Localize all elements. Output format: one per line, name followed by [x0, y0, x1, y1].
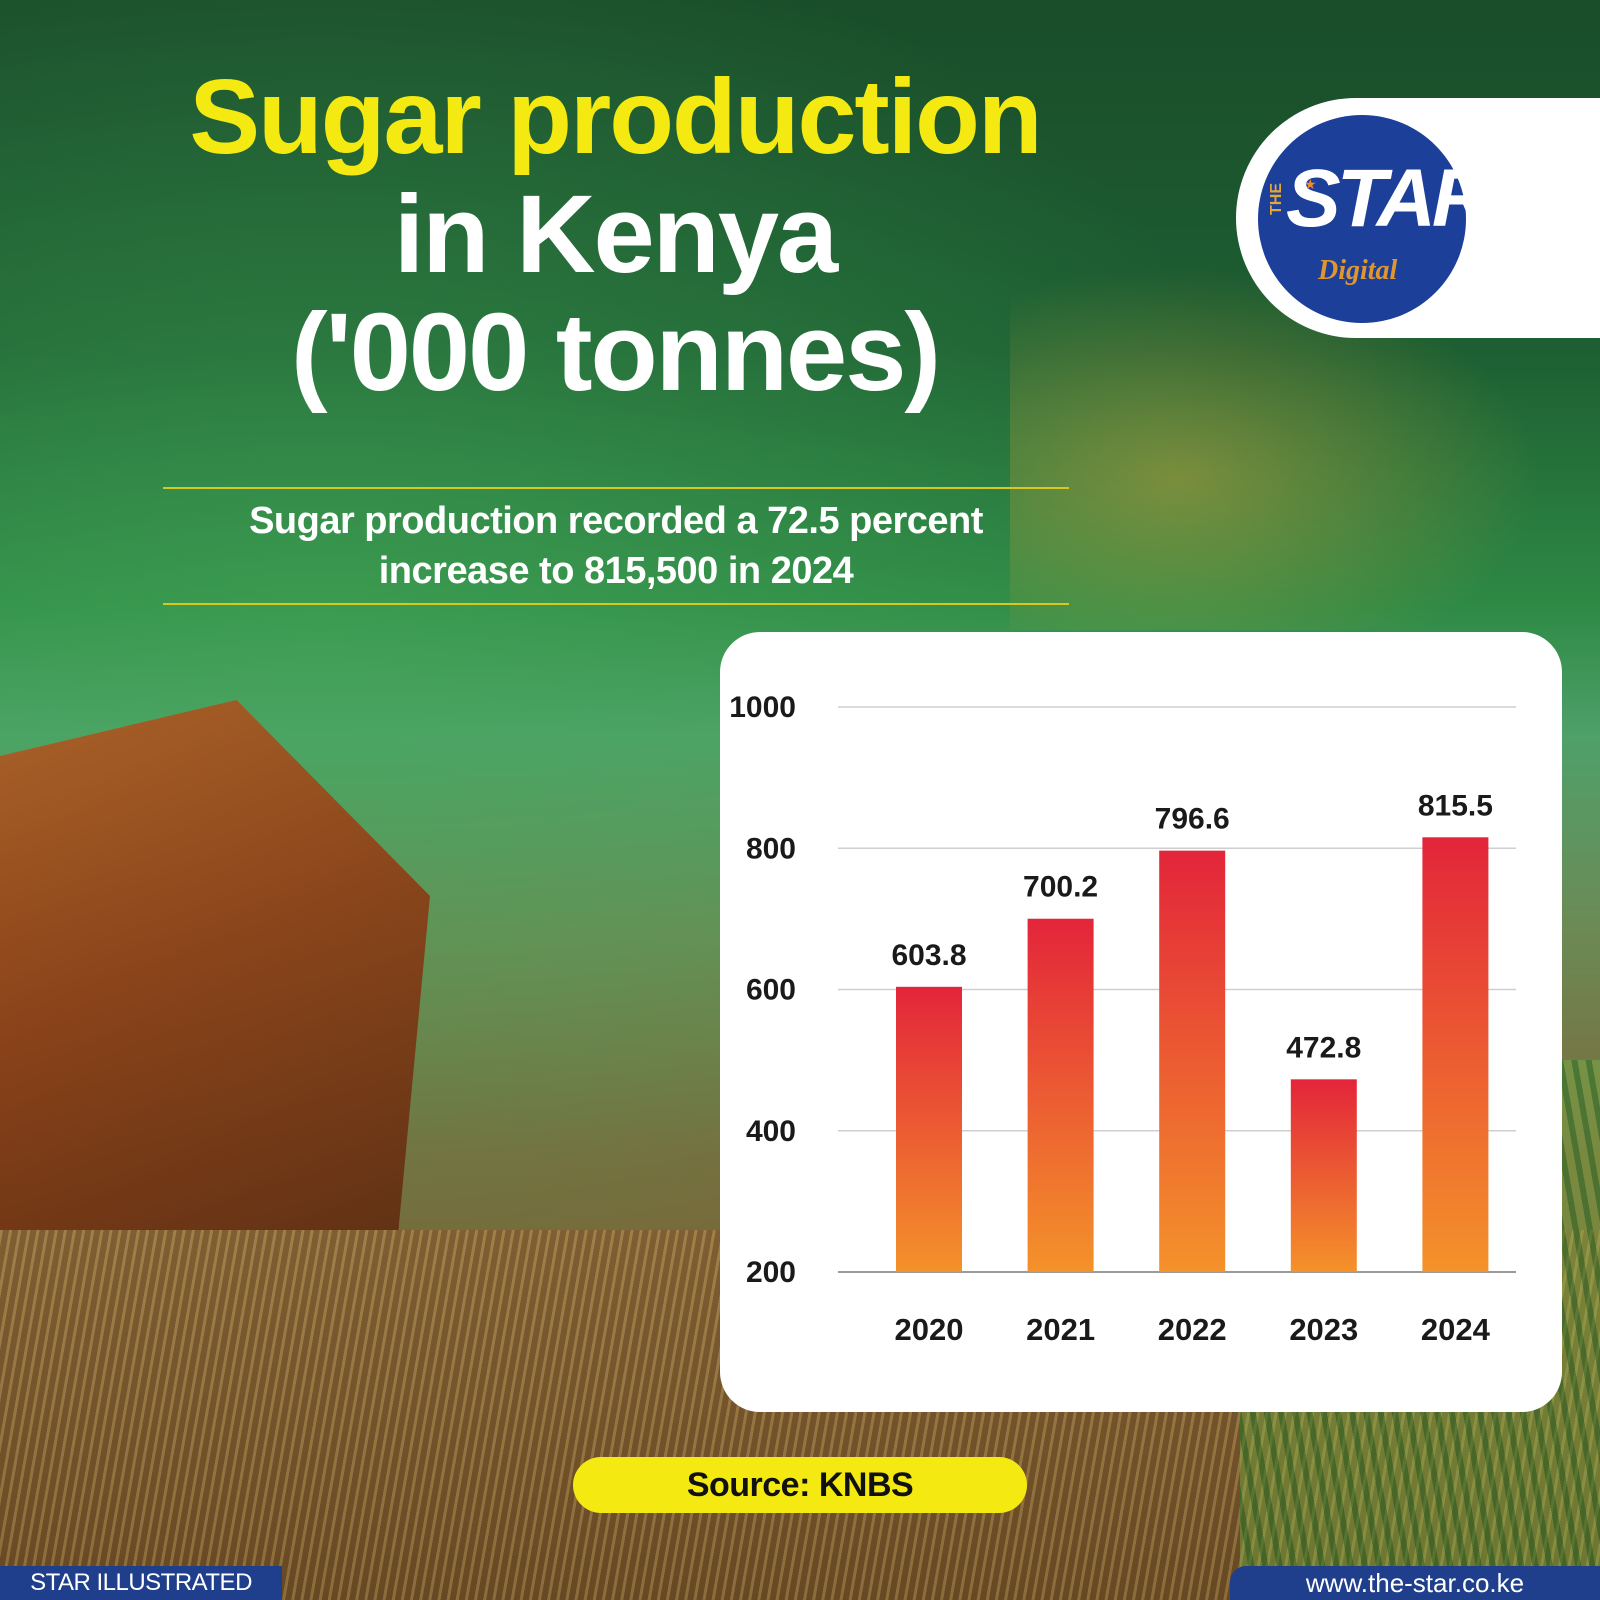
data-label-2024: 815.5 [1418, 789, 1493, 822]
y-tick-label: 600 [746, 974, 796, 1007]
y-tick-label: 1000 [729, 691, 796, 724]
logo-star-text: STAR [1286, 153, 1491, 244]
x-tick-label-2021: 2021 [1026, 1312, 1095, 1347]
data-label-2022: 796.6 [1155, 803, 1230, 836]
chart-card: 200 400 600 800 1000 603.8 700.2 796.6 472.8 815… [720, 632, 1562, 1412]
star-digital-logo [1258, 115, 1466, 323]
x-tick-label-2023: 2023 [1289, 1312, 1358, 1347]
y-axis-ticks: 200 400 600 800 1000 [729, 691, 796, 1289]
title-line-3: ('000 tonnes) [290, 291, 941, 414]
x-tick-label-2022: 2022 [1158, 1312, 1227, 1347]
x-axis-ticks: 2020 2021 2022 2023 2024 [895, 1312, 1491, 1347]
x-tick-label-2024: 2024 [1421, 1312, 1491, 1347]
bar-2022 [1159, 850, 1226, 1272]
subtitle-box: Sugar production recorded a 72.5 percent… [163, 487, 1069, 605]
bar-2024 [1422, 837, 1489, 1272]
subtitle: Sugar production recorded a 72.5 percent… [249, 500, 983, 592]
bars [896, 837, 1489, 1272]
y-tick-label: 800 [746, 832, 796, 865]
x-tick-label-2020: 2020 [895, 1312, 964, 1347]
footer-credit: STAR ILLUSTRATED [0, 1566, 282, 1600]
y-tick-label: 200 [746, 1256, 796, 1289]
data-labels: 603.8 700.2 796.6 472.8 815.5 [891, 789, 1492, 1064]
title-line-1: Sugar production [189, 58, 1042, 176]
data-label-2023: 472.8 [1286, 1031, 1361, 1064]
page-title: Sugar production in Kenya ('000 tonnes) [0, 58, 1230, 412]
logo-the-text: THE [1268, 183, 1285, 215]
data-label-2020: 603.8 [891, 939, 966, 972]
star-icon: ★ [1304, 176, 1317, 192]
y-tick-label: 400 [746, 1115, 796, 1148]
source-label: Source: KNBS [573, 1457, 1027, 1513]
bar-2021 [1027, 918, 1094, 1272]
logo-digital-text: Digital [1318, 255, 1398, 286]
footer-website-link[interactable]: www.the-star.co.ke [1230, 1566, 1600, 1600]
bar-2020 [896, 986, 962, 1272]
title-line-2: in Kenya [393, 173, 838, 296]
bar-2023 [1290, 1079, 1357, 1272]
bar-chart: 200 400 600 800 1000 603.8 700.2 796.6 472.8 815… [729, 691, 1516, 1347]
data-label-2021: 700.2 [1023, 871, 1098, 904]
